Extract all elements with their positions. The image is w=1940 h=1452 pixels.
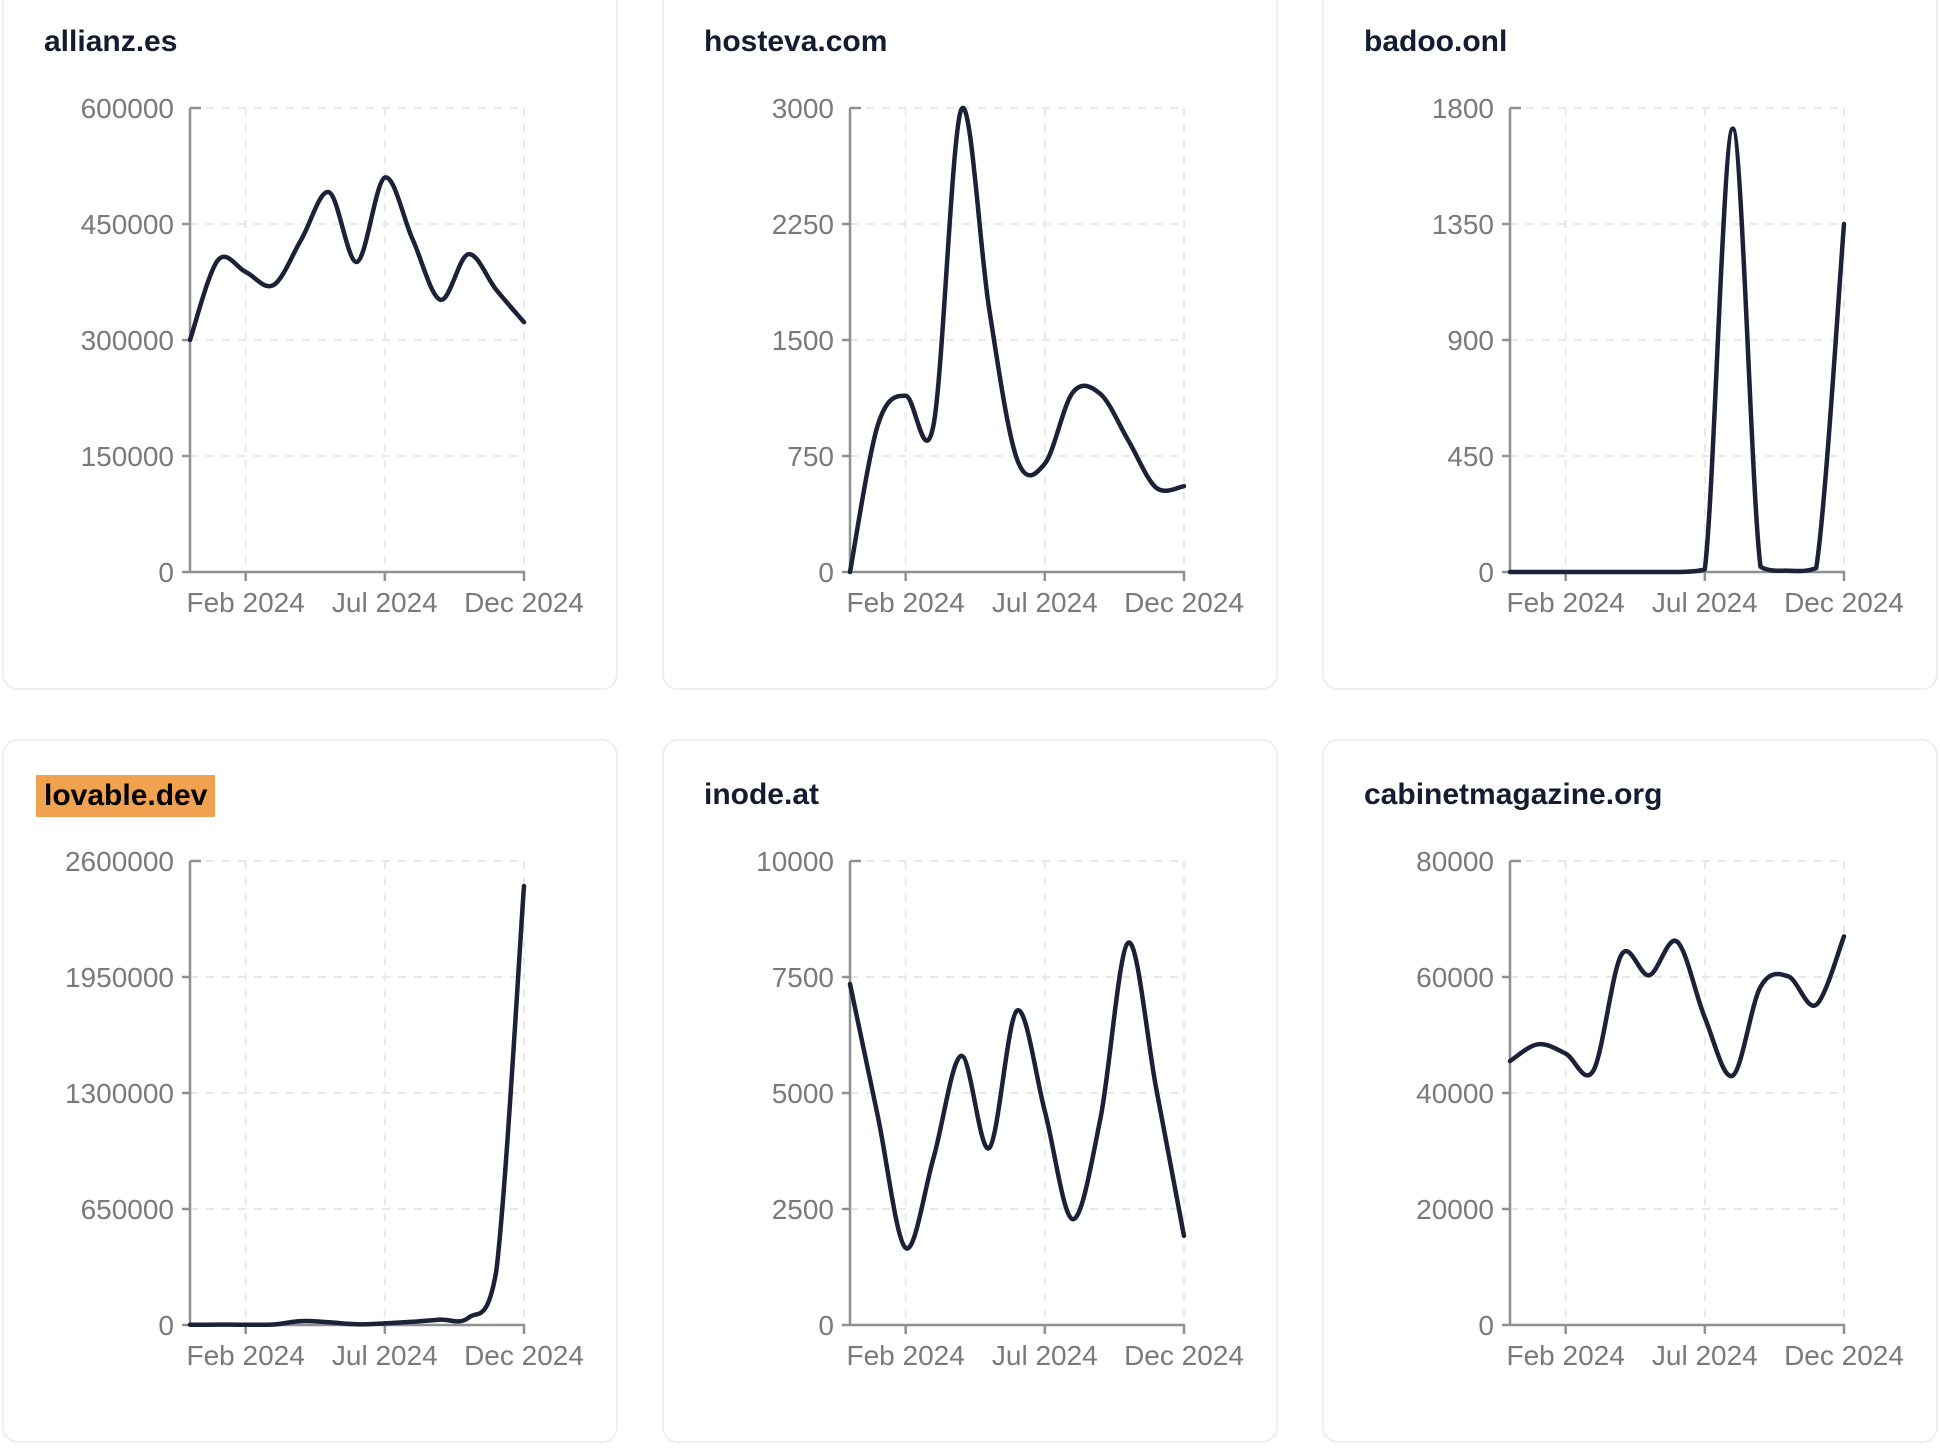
- x-tick-label: Jul 2024: [332, 1340, 438, 1371]
- y-tick-label: 1350: [1432, 209, 1494, 240]
- series-line: [847, 940, 1187, 1251]
- x-tick-label: Feb 2024: [187, 587, 305, 618]
- x-tick-label: Jul 2024: [1652, 587, 1758, 618]
- y-tick-label: 7500: [772, 962, 834, 993]
- y-tick-label: 1300000: [65, 1078, 174, 1109]
- y-tick-label: 750: [787, 441, 834, 472]
- series-line: [1507, 934, 1847, 1078]
- x-tick-label: Dec 2024: [464, 1340, 584, 1371]
- x-tick-label: Feb 2024: [847, 587, 965, 618]
- y-tick-label: 60000: [1416, 962, 1494, 993]
- y-tick-label: 10000: [756, 846, 834, 877]
- chart-card-6: cabinetmagazine.org 0 20000 40000 60000 8000…: [1322, 739, 1938, 1443]
- y-tick-label: 1950000: [65, 962, 174, 993]
- y-tick-label: 3000: [772, 93, 834, 124]
- series-line: [1507, 126, 1847, 575]
- x-tick-label: Dec 2024: [464, 587, 584, 618]
- x-tick-label: Dec 2024: [1124, 1340, 1244, 1371]
- x-tick-label: Feb 2024: [1507, 587, 1625, 618]
- y-tick-label: 20000: [1416, 1194, 1494, 1225]
- y-tick-label: 0: [158, 1310, 174, 1341]
- chart-card-3: badoo.onl 0 450 900 1350 1800 Feb 2024 Jul 202…: [1322, 0, 1938, 690]
- y-tick-label: 0: [818, 1310, 834, 1341]
- y-tick-label: 450: [1447, 441, 1494, 472]
- chart-card-4: lovable.dev 0 650000 1300000 1950000 2600000…: [2, 739, 618, 1443]
- y-tick-label: 600000: [81, 93, 174, 124]
- x-tick-label: Jul 2024: [992, 1340, 1098, 1371]
- y-tick-label: 300000: [81, 325, 174, 356]
- y-tick-label: 0: [818, 557, 834, 588]
- y-tick-label: 900: [1447, 325, 1494, 356]
- chart-card-5: inode.at 0 2500 5000 7500 10000 Feb 2024 Jul 2…: [662, 739, 1278, 1443]
- x-tick-label: Jul 2024: [332, 587, 438, 618]
- card-title: inode.at: [704, 778, 820, 811]
- x-tick-label: Feb 2024: [847, 1340, 965, 1371]
- x-tick-label: Feb 2024: [1507, 1340, 1625, 1371]
- y-tick-label: 0: [1478, 1310, 1494, 1341]
- card-title: hosteva.com: [704, 25, 888, 58]
- y-tick-label: 150000: [81, 441, 174, 472]
- y-tick-label: 40000: [1416, 1078, 1494, 1109]
- y-tick-label: 2500: [772, 1194, 834, 1225]
- y-tick-label: 0: [1478, 557, 1494, 588]
- y-tick-label: 5000: [772, 1078, 834, 1109]
- line-chart: 0 20000 40000 60000 80000 Feb 2024 Jul 2024 Dec…: [1416, 846, 1904, 1371]
- y-tick-label: 650000: [81, 1194, 174, 1225]
- series-line: [187, 883, 527, 1328]
- card-title: lovable.dev: [36, 775, 216, 817]
- y-tick-label: 1800: [1432, 93, 1494, 124]
- y-tick-label: 80000: [1416, 846, 1494, 877]
- chart-card-2: hosteva.com 0 750 1500 2250 3000 Feb 2024 Jul …: [662, 0, 1278, 690]
- x-tick-label: Feb 2024: [187, 1340, 305, 1371]
- x-tick-label: Jul 2024: [1652, 1340, 1758, 1371]
- y-tick-label: 1500: [772, 325, 834, 356]
- y-tick-label: 2250: [772, 209, 834, 240]
- card-title: cabinetmagazine.org: [1364, 778, 1663, 811]
- line-chart: 0 650000 1300000 1950000 2600000 Feb 2024 Jul …: [65, 846, 584, 1371]
- y-tick-label: 2600000: [65, 846, 174, 877]
- line-chart: 0 150000 300000 450000 600000 Feb 2024 Jul 202…: [81, 93, 584, 618]
- card-title: allianz.es: [44, 25, 178, 58]
- y-tick-label: 450000: [81, 209, 174, 240]
- y-tick-label: 0: [158, 557, 174, 588]
- line-chart: 0 2500 5000 7500 10000 Feb 2024 Jul 2024 Dec 20…: [756, 846, 1244, 1371]
- x-tick-label: Dec 2024: [1784, 1340, 1904, 1371]
- x-tick-label: Dec 2024: [1124, 587, 1244, 618]
- series-line: [187, 175, 527, 343]
- x-tick-label: Jul 2024: [992, 587, 1098, 618]
- card-title: badoo.onl: [1364, 25, 1508, 58]
- chart-card-1: allianz.es 0 150000 300000 450000 600000 Feb …: [2, 0, 618, 690]
- line-chart: 0 750 1500 2250 3000 Feb 2024 Jul 2024 Dec 2024: [772, 93, 1244, 618]
- x-tick-label: Dec 2024: [1784, 587, 1904, 618]
- line-chart: 0 450 900 1350 1800 Feb 2024 Jul 2024 Dec 2024: [1432, 93, 1904, 618]
- series-line: [847, 105, 1187, 575]
